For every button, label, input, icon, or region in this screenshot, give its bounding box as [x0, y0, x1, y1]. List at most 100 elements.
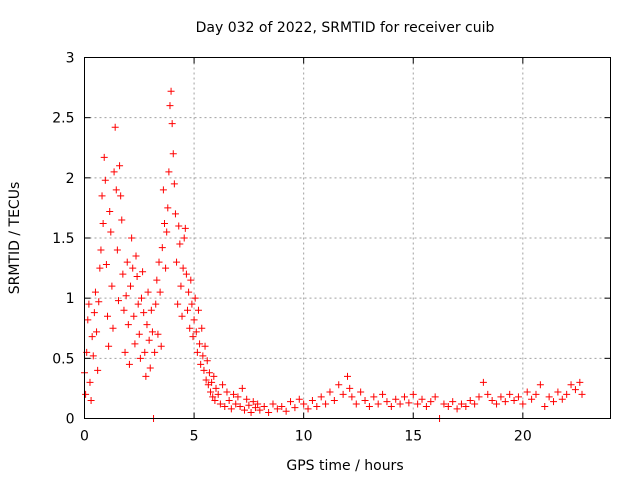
- data-point: [108, 282, 116, 290]
- data-point: [475, 393, 483, 401]
- data-point: [118, 216, 126, 224]
- data-point: [545, 393, 553, 401]
- x-tick-labels: 0 5 10 15 20: [80, 429, 532, 445]
- axis-ticks: [84, 57, 611, 419]
- data-point: [188, 300, 196, 308]
- x-tick-label: 0: [80, 429, 89, 445]
- data-point: [171, 210, 179, 218]
- data-point: [212, 384, 220, 392]
- data-point: [164, 204, 172, 212]
- data-point: [167, 87, 175, 95]
- data-point: [558, 395, 566, 403]
- data-point: [181, 224, 189, 232]
- data-point: [117, 192, 125, 200]
- data-point: [152, 300, 160, 308]
- data-point: [124, 321, 132, 329]
- data-point: [162, 264, 170, 272]
- data-point: [182, 270, 190, 278]
- data-point: [348, 393, 356, 401]
- data-point: [210, 372, 218, 380]
- data-point: [422, 402, 430, 410]
- data-point: [192, 328, 200, 336]
- data-point: [510, 396, 518, 404]
- data-point: [180, 234, 188, 242]
- data-point: [576, 378, 584, 386]
- data-point: [396, 400, 404, 408]
- data-point: [209, 393, 217, 401]
- data-point: [216, 400, 224, 408]
- data-point: [554, 388, 562, 396]
- data-point: [156, 288, 164, 296]
- data-point: [169, 150, 177, 158]
- data-point: [514, 393, 522, 401]
- data-point: [132, 252, 140, 260]
- data-point: [99, 220, 107, 228]
- data-point: [187, 276, 195, 284]
- data-point: [184, 306, 192, 314]
- data-point: [157, 342, 165, 350]
- data-point: [313, 402, 321, 410]
- data-point: [563, 390, 571, 398]
- data-point: [427, 398, 435, 406]
- data-point: [97, 246, 105, 254]
- data-point: [198, 324, 206, 332]
- data-point: [335, 381, 343, 389]
- data-point: [528, 395, 536, 403]
- data-point: [236, 402, 244, 410]
- data-point: [186, 324, 194, 332]
- data-point: [462, 402, 470, 410]
- data-point: [479, 378, 487, 386]
- data-point: [93, 328, 101, 336]
- data-point: [154, 330, 162, 338]
- data-point: [249, 398, 257, 406]
- data-point: [243, 395, 251, 403]
- data-point: [145, 336, 153, 344]
- data-point: [178, 312, 186, 320]
- data-point: [88, 333, 96, 341]
- data-point: [234, 393, 242, 401]
- data-point: [143, 321, 151, 329]
- data-point: [223, 388, 231, 396]
- data-point: [379, 390, 387, 398]
- data-point: [127, 282, 135, 290]
- data-point: [205, 369, 213, 377]
- data-point: [265, 408, 273, 416]
- data-point: [134, 300, 142, 308]
- data-point: [326, 388, 334, 396]
- data-point: [444, 402, 452, 410]
- data-point: [488, 396, 496, 404]
- data-point: [197, 360, 205, 368]
- data-point: [100, 153, 108, 161]
- data-point: [230, 390, 238, 398]
- data-point: [418, 395, 426, 403]
- data-point: [541, 402, 549, 410]
- data-point: [457, 400, 465, 408]
- data-point: [247, 408, 255, 416]
- y-tick-label: 2: [66, 171, 75, 187]
- data-point: [146, 364, 154, 372]
- y-tick-label: 3: [66, 51, 75, 67]
- data-point: [166, 102, 174, 110]
- data-point: [139, 268, 147, 276]
- data-point: [121, 348, 129, 356]
- data-point: [238, 384, 246, 392]
- data-point: [387, 402, 395, 410]
- data-point: [330, 396, 338, 404]
- data-point: [123, 258, 131, 266]
- data-point: [211, 396, 219, 404]
- data-point: [130, 312, 138, 320]
- data-point: [344, 372, 351, 380]
- x-axis-title: GPS time / hours: [286, 458, 403, 474]
- data-point: [104, 312, 112, 320]
- data-point: [304, 405, 312, 413]
- data-point: [116, 162, 124, 170]
- data-point: [414, 400, 422, 408]
- data-point: [105, 342, 113, 350]
- y-tick-labels: 0 0.5 1 1.5 2 2.5 3: [52, 51, 74, 428]
- data-point: [193, 348, 201, 356]
- data-point: [151, 348, 159, 356]
- data-point: [240, 406, 248, 414]
- data-point: [176, 240, 184, 248]
- data-point: [550, 398, 558, 406]
- data-point: [567, 381, 575, 389]
